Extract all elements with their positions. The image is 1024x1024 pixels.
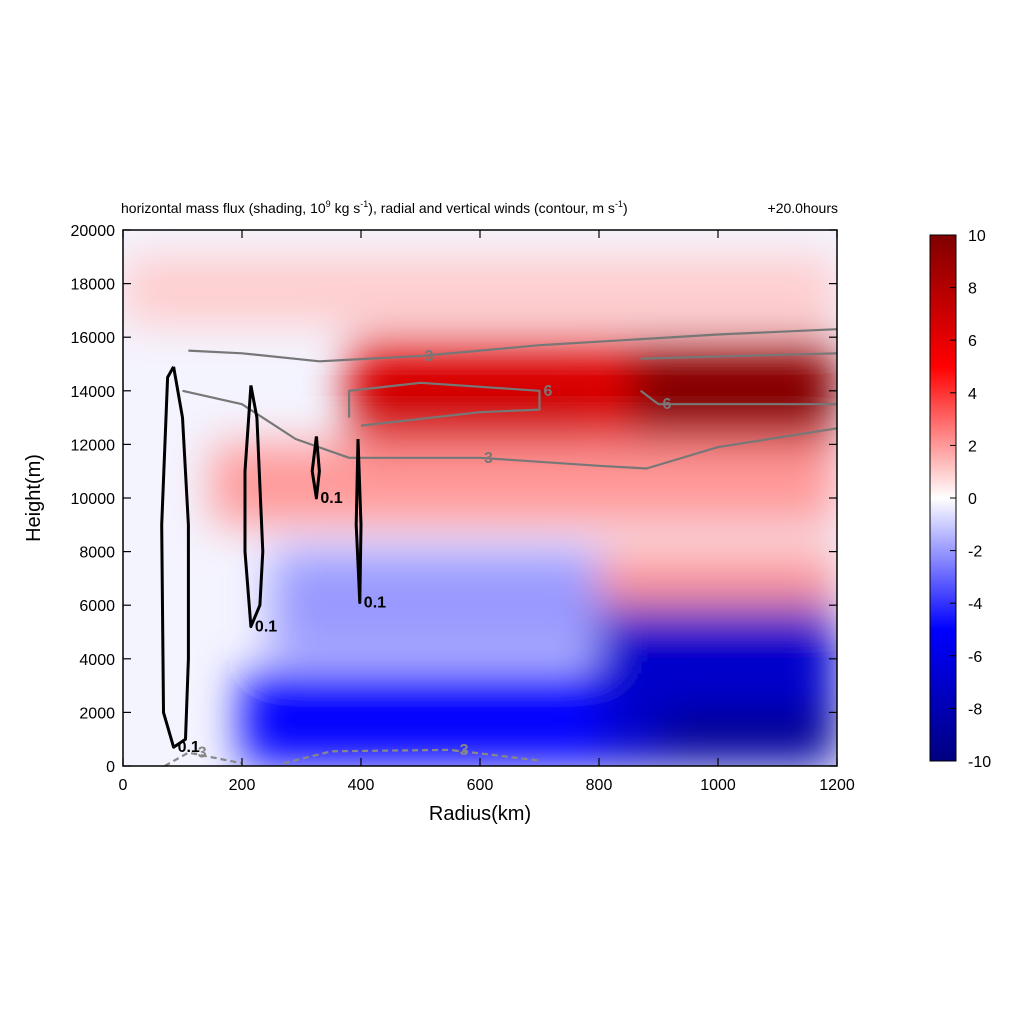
contour-label: -3	[192, 745, 206, 762]
contour-line	[243, 385, 265, 629]
x-tick-label: 800	[586, 777, 613, 794]
y-tick-label: 12000	[71, 437, 116, 454]
chart-time-label: +20.0hours	[768, 200, 838, 216]
colorbar-tick-label: -2	[968, 544, 982, 561]
contour-line	[639, 389, 837, 406]
contour-label: -3	[454, 742, 468, 759]
y-axis: 0 2000 4000 6000 8000 10000 12000 14000 16000 180…	[71, 223, 837, 776]
colorbar-tick-label: 4	[968, 386, 977, 403]
contour-label: 0.1	[364, 595, 386, 612]
colorbar-tick-label: -6	[968, 649, 982, 666]
x-axis: 0 200 400 600 800 1000 1200	[119, 230, 855, 794]
colorbar-tick-label: 8	[968, 281, 977, 298]
chart-title: horizontal mass flux (shading, 109 kg s-…	[121, 199, 628, 216]
shading-field	[123, 256, 837, 766]
colorbar-tick-label: 2	[968, 438, 977, 455]
contour-label: 6	[663, 396, 672, 413]
contour-line	[160, 365, 190, 749]
y-axis-label: Height(m)	[23, 454, 45, 542]
y-tick-label: 16000	[71, 330, 116, 347]
colorbar-tick-label: -8	[968, 701, 982, 718]
x-tick-label: 1000	[700, 777, 736, 794]
x-tick-label: 0	[119, 777, 128, 794]
contour-line	[164, 751, 243, 766]
x-tick-label: 400	[348, 777, 375, 794]
y-tick-label: 0	[106, 759, 115, 776]
contour-line	[188, 328, 837, 363]
y-tick-label: 8000	[79, 545, 115, 562]
field-region	[658, 712, 837, 753]
field-region	[123, 256, 837, 324]
colorbar-tick-label: -10	[968, 754, 991, 771]
colorbar-tick-label: 10	[968, 228, 986, 245]
contour-line	[640, 352, 837, 360]
contour-line	[348, 381, 541, 427]
contour-label: 0.1	[320, 490, 342, 507]
colorbar-tick-label: 0	[968, 491, 977, 508]
contour-line	[310, 436, 321, 500]
contour-label: 3	[484, 450, 493, 467]
contour-label: 0.1	[178, 739, 200, 756]
x-tick-label: 600	[467, 777, 494, 794]
contour-label: 6	[841, 345, 850, 362]
x-axis-label: Radius(km)	[429, 803, 531, 825]
y-tick-label: 6000	[79, 598, 115, 615]
contour-line	[354, 438, 363, 604]
contour-label: 0.1	[255, 619, 277, 636]
contour-line	[182, 389, 837, 470]
y-tick-label: 4000	[79, 652, 115, 669]
field-region	[628, 350, 837, 431]
field-region	[212, 444, 837, 525]
contour-label: 6	[544, 383, 553, 400]
y-tick-label: 18000	[71, 277, 116, 294]
y-tick-label: 10000	[71, 491, 116, 508]
field-region	[271, 551, 599, 659]
contour-line	[283, 748, 540, 765]
colorbar-tick-label: 6	[968, 333, 977, 350]
y-tick-label: 2000	[79, 705, 115, 722]
x-tick-label: 1200	[819, 777, 855, 794]
y-tick-label: 14000	[71, 384, 116, 401]
colorbar-ticks: 10 8 6 4 2 0 -2 -4 -6 -8 -10	[950, 228, 991, 771]
y-tick-label: 20000	[71, 223, 116, 240]
contour-label: 3	[425, 348, 434, 365]
colorbar-tick-label: -4	[968, 596, 982, 613]
x-tick-label: 200	[229, 777, 256, 794]
